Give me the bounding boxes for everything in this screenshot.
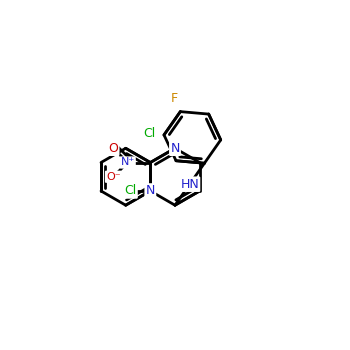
Text: N: N [170,142,180,155]
Text: O: O [108,142,118,155]
Text: Cl: Cl [144,127,156,140]
Text: O⁻: O⁻ [106,172,121,182]
Text: HN: HN [180,178,199,191]
Text: Cl: Cl [124,184,136,197]
Text: F: F [171,92,178,105]
Text: N: N [146,184,155,197]
Text: N⁺: N⁺ [120,158,135,168]
